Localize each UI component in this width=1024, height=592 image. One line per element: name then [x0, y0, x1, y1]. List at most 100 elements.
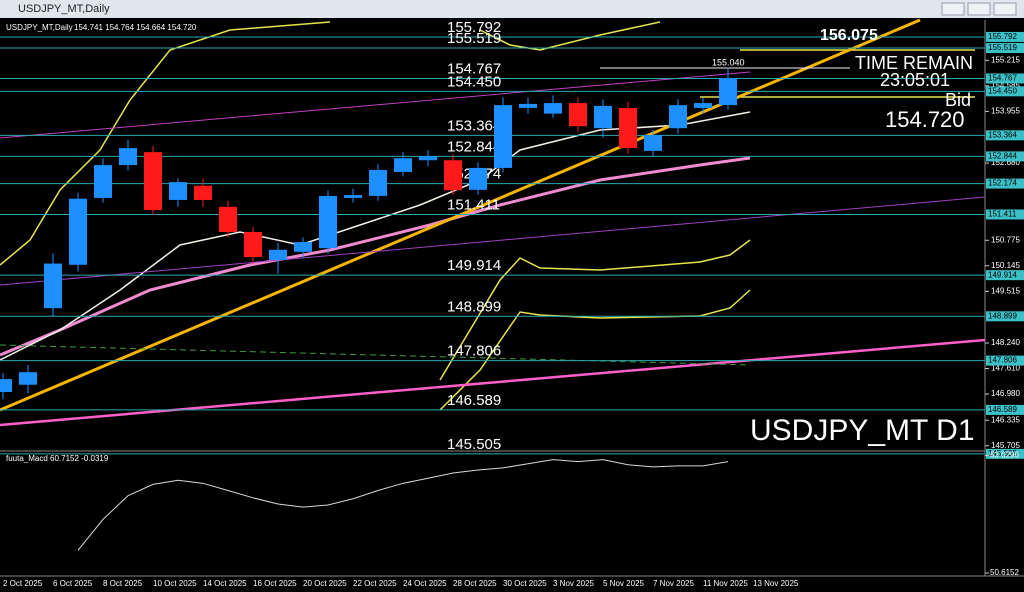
candle-body: [644, 135, 662, 151]
x-tick-label: 11 Nov 2025: [703, 579, 748, 588]
indicator-line: [77, 459, 729, 551]
candle-body: [544, 103, 562, 114]
level-axis-label: 151.411: [988, 210, 1017, 219]
candle-body: [94, 165, 112, 198]
bid-label: Bid: [945, 90, 971, 110]
x-tick-label: 13 Nov 2025: [753, 579, 799, 588]
y-tick-label: 147.610: [991, 364, 1020, 373]
candle-body: [0, 379, 12, 393]
candle-body: [369, 169, 387, 196]
high-label: 155.040: [712, 57, 745, 67]
target-label: 156.075: [820, 27, 878, 44]
level-box: [986, 209, 1024, 220]
level-axis-label: 149.914: [988, 270, 1017, 279]
candle-body: [619, 107, 637, 149]
level-label: 151.411: [447, 196, 500, 213]
y-tick-label: 146.335: [991, 415, 1020, 424]
moving-average: [0, 156, 751, 357]
level-axis-label: 148.899: [988, 311, 1017, 320]
candle-body: [669, 105, 687, 129]
level-box: [986, 130, 1024, 141]
candle-body: [444, 160, 462, 191]
x-tick-label: 16 Oct 2025: [253, 579, 297, 588]
x-tick-label: 2 Oct 2025: [3, 579, 43, 588]
y-tick-label: 145.705: [991, 441, 1020, 450]
y-tick-label: 150.145: [991, 261, 1020, 270]
x-tick-label: 8 Oct 2025: [103, 579, 143, 588]
candle-body: [469, 167, 487, 190]
level-label: 152.844: [447, 138, 501, 155]
x-tick-label: 22 Oct 2025: [353, 579, 397, 588]
chart-quote: 154.741 154.764 154.664 154.720: [74, 23, 197, 32]
y-tick-label: 153.955: [991, 106, 1020, 115]
level-axis-label: 154.767: [988, 74, 1017, 83]
candle-body: [519, 103, 537, 108]
level-box: [986, 404, 1024, 415]
time-value: 23:05:01: [880, 70, 950, 90]
candle-body: [319, 195, 337, 249]
x-tick-label: 7 Nov 2025: [653, 579, 694, 588]
level-box: [986, 151, 1024, 162]
band-line: [479, 21, 661, 51]
close-button[interactable]: [993, 2, 1017, 16]
x-tick-label: 30 Oct 2025: [503, 579, 547, 588]
level-axis-label: 146.589: [988, 405, 1017, 414]
level-label: 147.806: [447, 343, 501, 360]
x-tick-label: 24 Oct 2025: [403, 579, 447, 588]
level-label: 153.364: [447, 117, 501, 134]
y-tick-label: 50.6152: [990, 568, 1019, 577]
candle-body: [294, 242, 312, 252]
candle-body: [119, 148, 137, 166]
level-label: 145.505: [447, 436, 501, 453]
candle-body: [569, 103, 587, 127]
level-axis-label: 154.450: [988, 86, 1017, 95]
level-label: 154.767: [447, 60, 501, 77]
level-box: [986, 73, 1024, 84]
watermark: USDJPY_MT D1: [750, 414, 975, 447]
level-box: [986, 31, 1024, 42]
y-tick-label: 152.680: [991, 158, 1020, 167]
time-label: TIME REMAIN: [855, 53, 973, 73]
window-title: USDJPY_MT,Daily: [18, 3, 110, 15]
candle-body: [194, 185, 212, 200]
level-box: [986, 86, 1024, 97]
y-tick-label: 146.980: [991, 389, 1020, 398]
candle-body: [169, 182, 187, 200]
trend-line: [0, 71, 751, 139]
level-box: [986, 43, 1024, 54]
level-axis-label: 145.505: [988, 449, 1017, 458]
x-tick-label: 3 Nov 2025: [553, 579, 594, 588]
level-axis-label: 155.792: [988, 32, 1017, 41]
minimize-button[interactable]: [941, 2, 965, 16]
title-bar: [0, 0, 1024, 18]
level-axis-label: 152.844: [988, 152, 1017, 161]
candle-body: [719, 77, 737, 106]
candle-body: [394, 158, 412, 172]
level-label: 146.589: [447, 392, 501, 409]
candle-body: [44, 263, 62, 309]
level-label: 154.450: [447, 73, 501, 90]
x-tick-label: 14 Oct 2025: [203, 579, 247, 588]
trend-line: [0, 18, 921, 412]
maximize-button[interactable]: [967, 2, 991, 16]
trend-line: [0, 338, 986, 427]
level-box: [986, 178, 1024, 189]
x-tick-label: 28 Oct 2025: [453, 579, 497, 588]
bid-value: 154.720: [885, 107, 965, 132]
candle-body: [269, 249, 287, 260]
level-box: [986, 355, 1024, 366]
level-label: 155.519: [447, 30, 501, 47]
trend-line: [0, 344, 751, 366]
x-tick-label: 20 Oct 2025: [303, 579, 347, 588]
level-box: [986, 311, 1024, 322]
trend-line: [0, 196, 986, 286]
level-axis-label: 155.519: [988, 43, 1017, 52]
y-tick-label: 155.215: [991, 55, 1020, 64]
indicator-title: fuuta_Macd 60.7152 -0.0319: [6, 454, 109, 463]
level-label: 149.914: [447, 257, 501, 274]
y-tick-label: 63.0296: [990, 451, 1019, 460]
x-tick-label: 5 Nov 2025: [603, 579, 644, 588]
y-tick-label: 150.775: [991, 235, 1020, 244]
band-line: [0, 21, 331, 266]
